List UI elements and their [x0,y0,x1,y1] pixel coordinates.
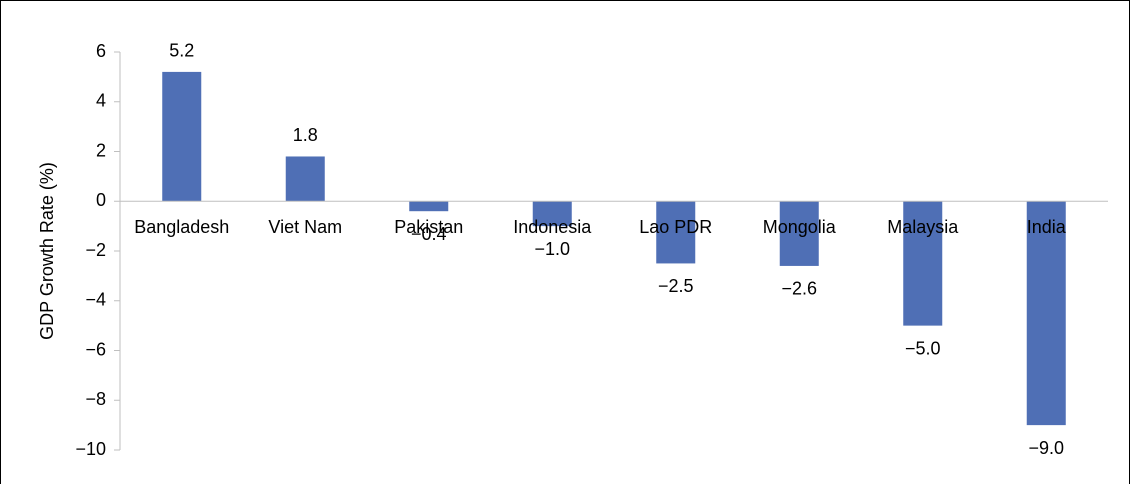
bar [656,201,696,264]
y-tick-label: −6 [85,339,106,359]
bar [903,201,943,326]
x-tick-label: Indonesia [513,217,592,237]
data-label: −2.5 [658,276,694,296]
bar [1026,201,1066,426]
data-label: −9.0 [1028,438,1064,458]
x-tick-label: Malaysia [887,217,959,237]
x-tick-label: Viet Nam [268,217,342,237]
y-tick-label: 0 [96,190,106,210]
x-tick-label: Lao PDR [639,217,712,237]
x-tick-label: Bangladesh [134,217,229,237]
y-tick-label: 2 [96,140,106,160]
data-label: −5.0 [905,338,941,358]
data-label: 5.2 [169,41,194,61]
data-label: −1.0 [534,239,570,259]
data-label: −2.6 [781,279,817,299]
x-tick-label: India [1027,217,1067,237]
y-tick-label: −10 [75,439,106,459]
y-axis-title: GDP Growth Rate (%) [37,162,57,340]
y-tick-label: −8 [85,389,106,409]
bar [409,201,449,212]
bar [162,71,202,202]
bar [779,201,819,266]
x-tick-label: Mongolia [763,217,837,237]
bar [532,201,572,227]
x-tick-label: Pakistan [394,217,463,237]
y-tick-label: −4 [85,290,106,310]
bar [285,156,325,202]
y-tick-label: 6 [96,41,106,61]
data-label: −0.4 [411,224,447,244]
y-tick-label: −2 [85,240,106,260]
data-label: 1.8 [293,125,318,145]
y-tick-label: 4 [96,91,106,111]
